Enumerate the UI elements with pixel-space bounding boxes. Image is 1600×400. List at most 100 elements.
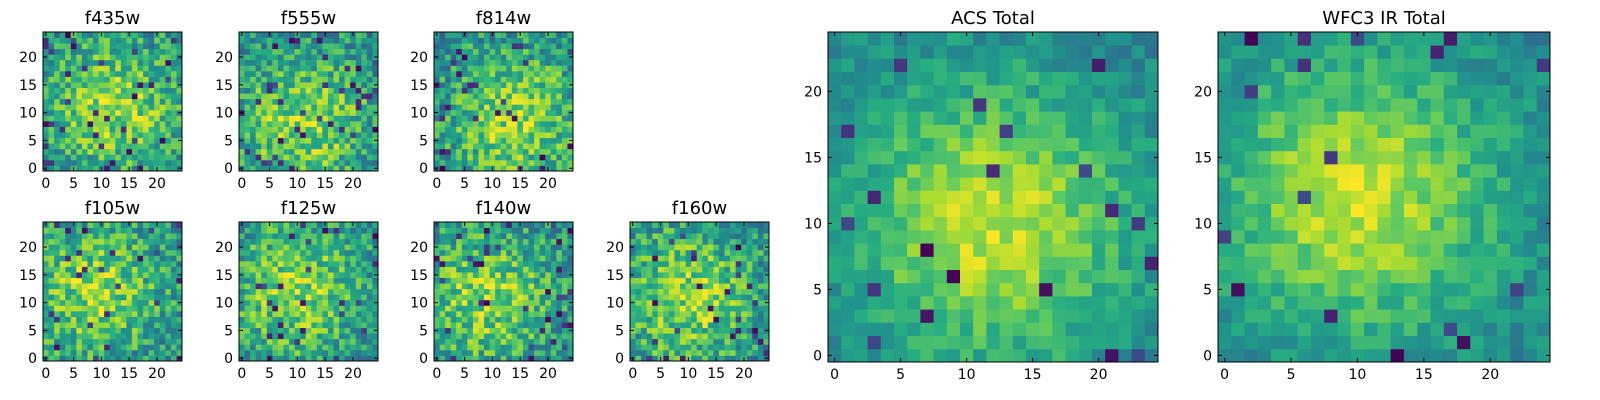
heatmap-cell [333,355,340,362]
heatmap-cell [272,43,279,50]
heatmap-cell [327,338,334,345]
heatmap-cell [305,82,312,88]
heatmap-cell [54,349,61,356]
heatmap-cell [561,266,568,273]
heatmap-cell [266,233,273,240]
heatmap-cell [867,150,882,165]
heatmap-cell [48,255,55,262]
heatmap-cell [500,316,507,323]
heatmap-cell [300,93,307,100]
heatmap-cell [54,43,61,50]
heatmap-cell [561,355,568,362]
heatmap-cell [1105,309,1119,323]
heatmap-cell [545,294,552,301]
heatmap-cell [261,355,268,362]
heatmap-cell [489,299,496,306]
heatmap-cell [170,344,177,351]
heatmap-cell [93,32,99,38]
heatmap-cell [696,338,703,345]
heatmap-cell [484,87,490,94]
heatmap-cell [506,283,513,290]
heatmap-cell [752,222,759,228]
heatmap-cell [539,120,546,127]
heatmap-cell [461,344,468,351]
heatmap-cell [635,299,642,306]
heatmap-cell [517,338,524,345]
heatmap-cell [1039,230,1053,244]
heatmap-cell [361,165,368,172]
heatmap-cell [986,348,1000,363]
heatmap-cell [48,76,55,83]
heatmap-cell [344,54,351,61]
heatmap-cell [680,327,686,334]
heatmap-cell [907,256,921,270]
heatmap-cell [741,227,748,234]
heatmap-cell [104,48,111,55]
heatmap-cell [277,310,284,317]
heatmap-cell [126,272,133,278]
heatmap-cell [76,87,83,94]
heatmap-cell [277,344,284,351]
heatmap-cell [148,48,155,55]
heatmap-cell [98,120,105,127]
heatmap-cell [534,65,541,72]
heatmap-cell [316,277,323,284]
heatmap-cell [355,327,362,334]
heatmap-cell [283,93,290,100]
heatmap-cell [239,338,245,345]
heatmap-cell [445,349,452,356]
heatmap-cell [517,255,524,262]
heatmap-cell [1078,164,1093,178]
heatmap-cell [439,327,446,334]
heatmap-cell [439,120,446,127]
heatmap-cell [550,266,557,273]
heatmap-cell [685,227,692,234]
heatmap-cell [556,305,563,312]
heatmap-cell [854,335,868,350]
y-tick-label: 20 [410,240,428,256]
heatmap-cell [316,93,323,100]
heatmap-cell [120,120,127,127]
heatmap-cell [350,333,357,340]
heatmap-cell [713,272,720,278]
heatmap-cell [718,349,725,356]
heatmap-cell [333,327,340,334]
heatmap-cell [294,137,301,144]
heatmap-cell [718,283,725,290]
heatmap-cell [339,327,346,334]
heatmap-cell [115,249,122,256]
heatmap-cell [131,98,138,105]
heatmap-cell [333,126,340,133]
heatmap-cell [109,132,116,139]
heatmap-cell [333,283,340,290]
heatmap-cell [986,216,1000,231]
heatmap-cell [294,305,301,312]
heatmap-cell [344,260,351,267]
heatmap-cell [294,93,301,100]
heatmap-cell [707,255,714,262]
heatmap-cell [1131,177,1146,191]
heatmap-cell [289,266,295,273]
heatmap-cell [322,344,329,351]
heatmap-cell [289,349,295,356]
heatmap-cell [250,109,257,116]
heatmap-cell [104,327,111,334]
heatmap-cell [294,54,301,61]
heatmap-cell [289,43,295,50]
heatmap-cell [355,227,362,234]
heatmap-cell [43,322,49,329]
heatmap-cell [1118,269,1132,284]
heatmap-cell [350,344,357,351]
heatmap-cell [261,148,268,155]
heatmap-cell [87,310,94,317]
heatmap-cell [344,355,351,362]
heatmap-cell [272,32,279,38]
heatmap-cell [894,348,908,363]
heatmap-cell [120,255,127,262]
heatmap-cell [724,227,731,234]
heatmap-cell [93,338,99,345]
heatmap-cell [109,32,116,38]
